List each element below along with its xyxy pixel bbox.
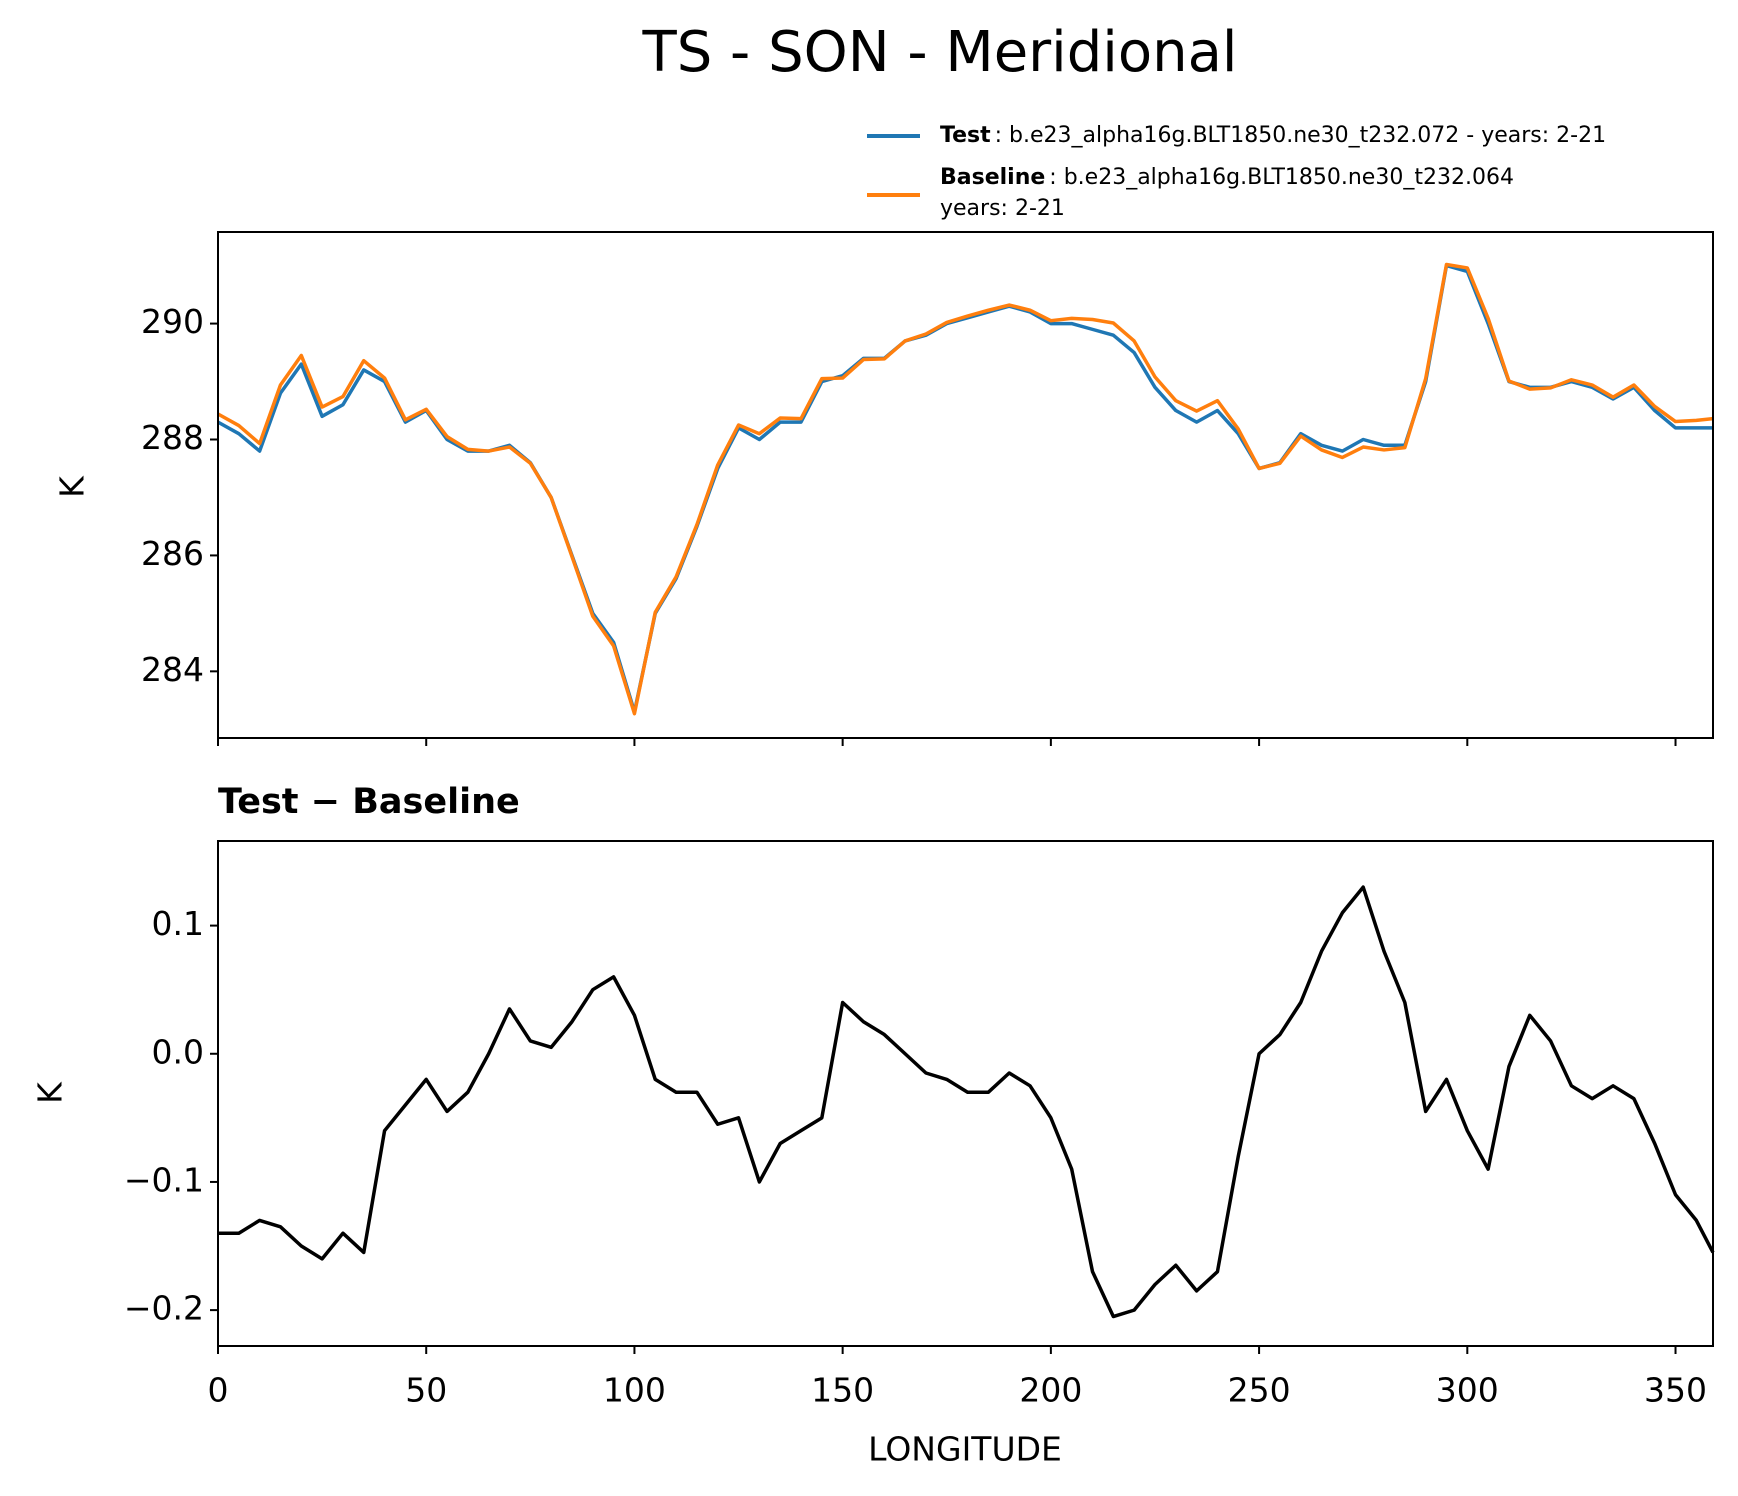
y-tick-label: 290 [141, 302, 204, 341]
x-tick-label: 350 [1644, 1371, 1707, 1410]
y-tick-label: −0.2 [124, 1289, 204, 1328]
x-tick-label: 250 [1228, 1371, 1291, 1410]
legend-description: : b.e23_alpha16g.BLT1850.ne30_t232.064 [1049, 165, 1514, 190]
x-tick-label: 200 [1019, 1371, 1082, 1410]
y-tick-label: 0.1 [152, 904, 204, 943]
axes-frame [217, 840, 1714, 1347]
y-tick-label: −0.1 [124, 1160, 204, 1199]
data-line [217, 262, 1714, 716]
subplot-title: Test − Baseline [218, 782, 520, 822]
x-tick-label: 150 [811, 1371, 874, 1410]
y-tick-label: 286 [141, 534, 204, 573]
data-line [218, 885, 1715, 1319]
x-axis-label: LONGITUDE [868, 1430, 1062, 1469]
legend-name: Test [940, 123, 991, 148]
legend-name: Baseline [940, 165, 1045, 190]
x-tick-label: 50 [405, 1371, 447, 1410]
x-tick-label: 0 [208, 1371, 229, 1410]
chart-title: TS - SON - Meridional [642, 20, 1238, 85]
y-tick-label: 288 [141, 418, 204, 457]
y-axis-label: K [31, 1081, 70, 1104]
legend-entry: Baseline: b.e23_alpha16g.BLT1850.ne30_t2… [940, 165, 1514, 190]
x-tick-label: 300 [1436, 1371, 1499, 1410]
legend-entry: Test: b.e23_alpha16g.BLT1850.ne30_t232.0… [940, 123, 1606, 148]
legend-description: years: 2-21 [940, 196, 1065, 221]
y-tick-label: 284 [141, 650, 204, 689]
axes-frame [217, 231, 1714, 739]
legend-description: : b.e23_alpha16g.BLT1850.ne30_t232.072 -… [995, 123, 1606, 148]
y-tick-label: 0.0 [152, 1032, 204, 1071]
y-axis-label: K [53, 475, 92, 498]
x-tick-label: 100 [603, 1371, 666, 1410]
